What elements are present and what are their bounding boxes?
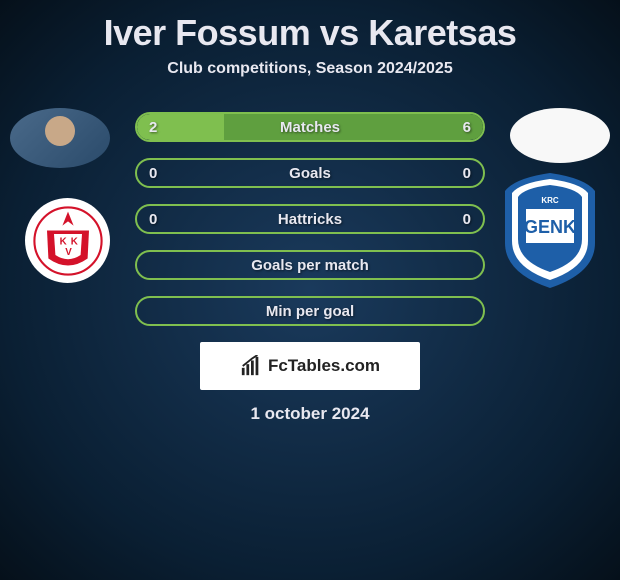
comparison-panel: K K V GENK KRC 2Matches60Goals00Hattrick…: [0, 98, 620, 424]
svg-text:KRC: KRC: [541, 196, 559, 205]
brand-badge: FcTables.com: [200, 342, 420, 390]
stat-bar-goals: 0Goals0: [135, 158, 485, 188]
stat-bar-matches: 2Matches6: [135, 112, 485, 142]
date-label: 1 october 2024: [10, 404, 610, 424]
club-right-logo: GENK KRC: [500, 173, 600, 288]
stat-right-value: 6: [463, 119, 471, 136]
stat-bar-hattricks: 0Hattricks0: [135, 204, 485, 234]
svg-text:GENK: GENK: [524, 217, 576, 237]
svg-text:K: K: [59, 236, 66, 247]
page-title: Iver Fossum vs Karetsas: [0, 0, 620, 60]
subtitle: Club competitions, Season 2024/2025: [0, 60, 620, 98]
club-left-logo: K K V: [25, 198, 110, 283]
stat-label: Goals per match: [137, 257, 483, 274]
svg-text:K: K: [70, 236, 77, 247]
stat-bars: 2Matches60Goals00Hattricks0Goals per mat…: [135, 98, 485, 326]
stat-label: Min per goal: [137, 303, 483, 320]
player-right-avatar: [510, 108, 610, 163]
stat-bar-min-per-goal: Min per goal: [135, 296, 485, 326]
brand-text: FcTables.com: [268, 356, 380, 376]
stat-right-value: 0: [463, 165, 471, 182]
stat-bar-goals-per-match: Goals per match: [135, 250, 485, 280]
player-left-avatar: [10, 108, 110, 168]
svg-text:V: V: [65, 247, 72, 258]
stat-label: Hattricks: [137, 211, 483, 228]
stat-label: Goals: [137, 165, 483, 182]
stat-right-value: 0: [463, 211, 471, 228]
chart-icon: [240, 355, 262, 377]
stat-label: Matches: [137, 119, 483, 136]
